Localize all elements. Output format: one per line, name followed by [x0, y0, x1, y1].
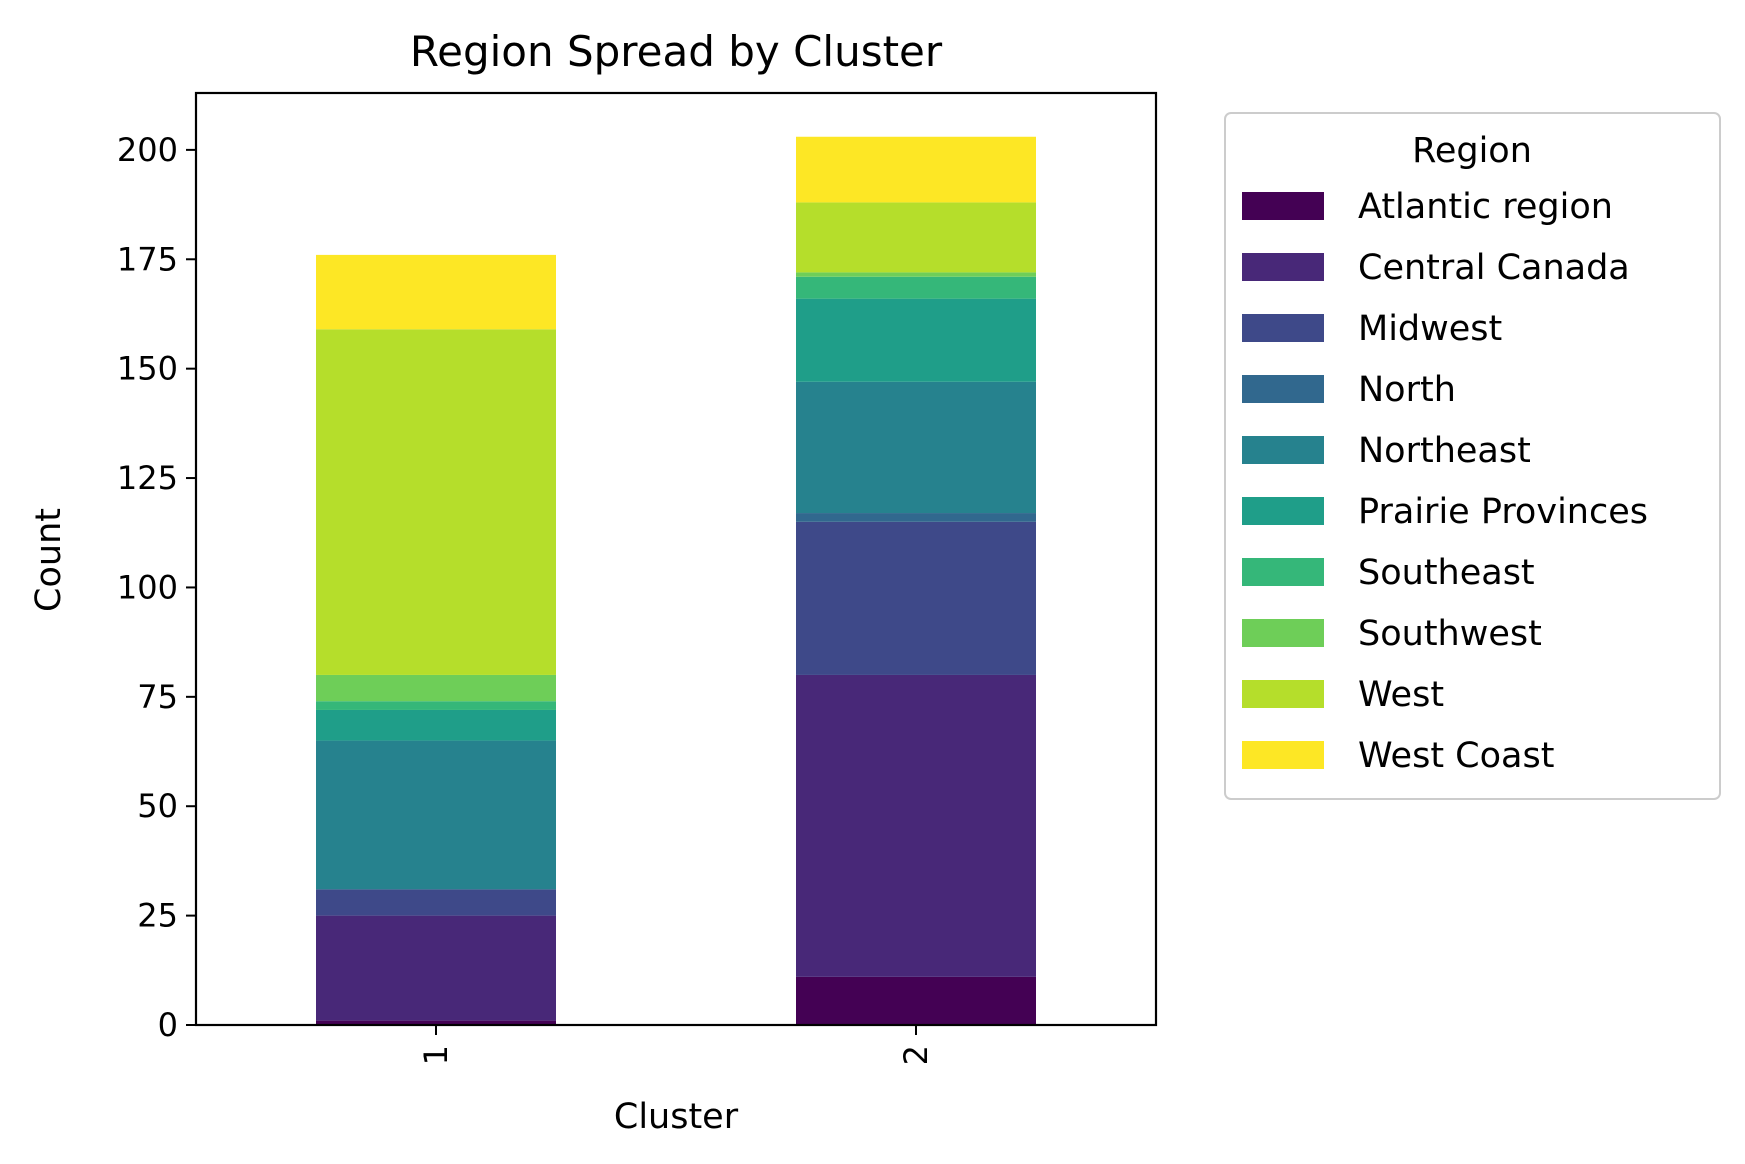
legend-label: Southeast [1358, 553, 1535, 593]
bar-segment-prairie-provinces-cluster-1 [316, 709, 556, 741]
bar-segment-southeast-cluster-2 [796, 276, 1036, 299]
bar-segment-atlantic-region-cluster-2 [796, 976, 1036, 1025]
bar-segment-north-cluster-2 [796, 513, 1036, 522]
y-tick-label: 175 [117, 240, 178, 278]
y-tick-label: 125 [117, 459, 178, 497]
bar-segment-west-coast-cluster-1 [316, 254, 556, 330]
bars-layer [316, 136, 1036, 1025]
legend-swatch [1242, 619, 1324, 647]
bar-segment-midwest-cluster-1 [316, 889, 556, 916]
bar-segment-west-coast-cluster-2 [796, 136, 1036, 203]
x-tick-label: 2 [897, 1045, 935, 1065]
legend-label: Northeast [1358, 431, 1531, 471]
legend-label: Midwest [1358, 309, 1502, 349]
y-tick-label: 0 [158, 1006, 178, 1044]
legend-swatch [1242, 375, 1324, 403]
bar-segment-west-cluster-1 [316, 329, 556, 675]
legend-label: West [1358, 675, 1444, 715]
y-tick-label: 75 [137, 678, 178, 716]
legend-swatch [1242, 192, 1324, 220]
y-tick-label: 50 [137, 787, 178, 825]
legend-swatch [1242, 436, 1324, 464]
legend-label: Atlantic region [1358, 187, 1613, 227]
legend-swatch [1242, 497, 1324, 525]
y-tick-label: 150 [117, 350, 178, 388]
legend-label: Central Canada [1358, 248, 1630, 288]
legend: Region Atlantic region Central Canada Midw… [1224, 112, 1721, 800]
bar-segment-central-canada-cluster-1 [316, 915, 556, 1021]
bar-segment-atlantic-region-cluster-1 [316, 1020, 556, 1025]
legend-label: Prairie Provinces [1358, 492, 1648, 532]
bar-segment-southwest-cluster-1 [316, 674, 556, 702]
x-axis-label: Cluster [614, 1097, 739, 1137]
y-tick-label: 25 [137, 897, 178, 935]
y-tick-label: 100 [117, 568, 178, 606]
legend-swatch [1242, 741, 1324, 769]
bar-segment-midwest-cluster-2 [796, 521, 1036, 675]
legend-swatch [1242, 314, 1324, 342]
bar-segment-northeast-cluster-1 [316, 740, 556, 890]
bar-segment-southeast-cluster-1 [316, 701, 556, 710]
plot-frame [194, 91, 1158, 1027]
legend-label: Southwest [1358, 614, 1542, 654]
bar-segment-central-canada-cluster-2 [796, 674, 1036, 977]
bar-segment-northeast-cluster-2 [796, 381, 1036, 514]
y-tick-label: 200 [117, 131, 178, 169]
y-axis-label: Count [29, 508, 69, 612]
legend-label: North [1358, 370, 1456, 410]
legend-label: West Coast [1358, 736, 1554, 776]
bar-segment-west-cluster-2 [796, 202, 1036, 273]
legend-items: Atlantic region Central Canada Midwest Nort… [1242, 187, 1648, 776]
chart-title: Region Spread by Cluster [410, 27, 943, 76]
axes-layer: 0 25 50 75 100 125 150 175 200 1 2 [117, 91, 1158, 1065]
legend-swatch [1242, 253, 1324, 281]
legend-title: Region [1412, 131, 1532, 171]
x-tick-label: 1 [417, 1045, 455, 1065]
legend-swatch [1242, 558, 1324, 586]
legend-swatch [1242, 680, 1324, 708]
bar-segment-prairie-provinces-cluster-2 [796, 298, 1036, 382]
legend-frame [1224, 112, 1721, 800]
bar-segment-southwest-cluster-2 [796, 272, 1036, 277]
